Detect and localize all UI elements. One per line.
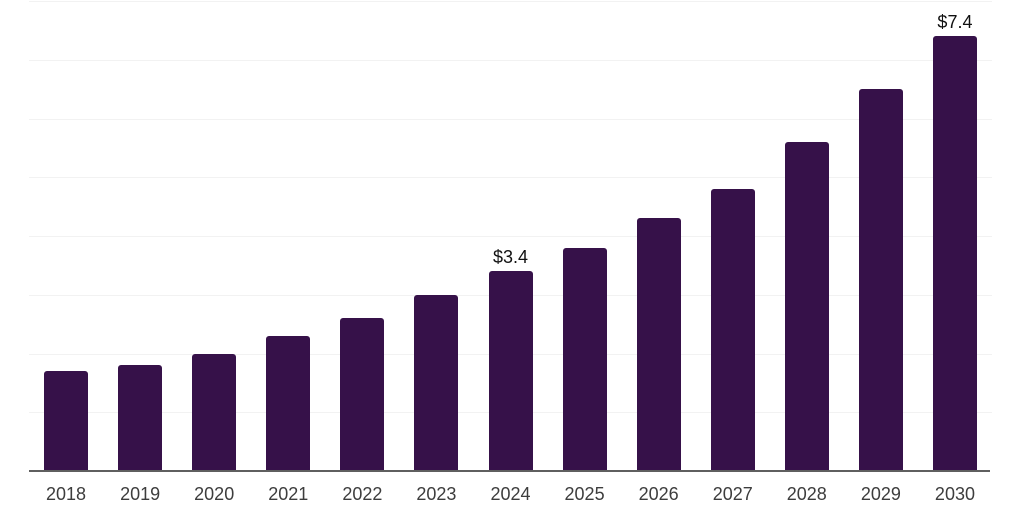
gridline-y8 — [29, 1, 992, 2]
bar-2027 — [710, 189, 755, 471]
x-axis-line — [29, 470, 990, 472]
bar-2026 — [636, 218, 681, 471]
gridline-y5 — [29, 177, 992, 179]
bar-2028 — [784, 142, 829, 471]
bar-2018 — [44, 371, 89, 471]
x-tick-label-2029: 2029 — [860, 484, 901, 504]
bar-value-label-2024: $3.4 — [492, 247, 529, 268]
x-tick-label-2025: 2025 — [564, 484, 605, 504]
gridline-y4 — [29, 236, 992, 237]
gridline-y7 — [29, 59, 992, 61]
bar-2022 — [340, 318, 385, 471]
x-tick-label-2030: 2030 — [934, 484, 975, 504]
bar-2024 — [488, 271, 533, 471]
bar-2025 — [562, 247, 607, 471]
x-tick-label-2024: 2024 — [490, 484, 531, 504]
x-tick-label-2020: 2020 — [194, 484, 235, 504]
x-tick-label-2027: 2027 — [712, 484, 753, 504]
bar-2029 — [858, 89, 903, 471]
x-tick-label-2021: 2021 — [268, 484, 309, 504]
bar-2019 — [118, 365, 163, 471]
bar-value-label-2030: $7.4 — [937, 12, 973, 33]
x-tick-label-2028: 2028 — [786, 484, 827, 504]
x-tick-label-2023: 2023 — [416, 484, 457, 504]
bar-2030 — [932, 36, 977, 471]
x-tick-label-2026: 2026 — [638, 484, 679, 504]
bar-2020 — [192, 353, 237, 471]
x-tick-label-2022: 2022 — [342, 484, 383, 504]
x-tick-label-2018: 2018 — [46, 484, 87, 504]
gridline-y6 — [29, 118, 992, 120]
bar-2021 — [266, 335, 311, 471]
bar-2023 — [414, 294, 459, 471]
x-tick-label-2019: 2019 — [120, 484, 161, 504]
plot-area — [29, 1, 992, 471]
